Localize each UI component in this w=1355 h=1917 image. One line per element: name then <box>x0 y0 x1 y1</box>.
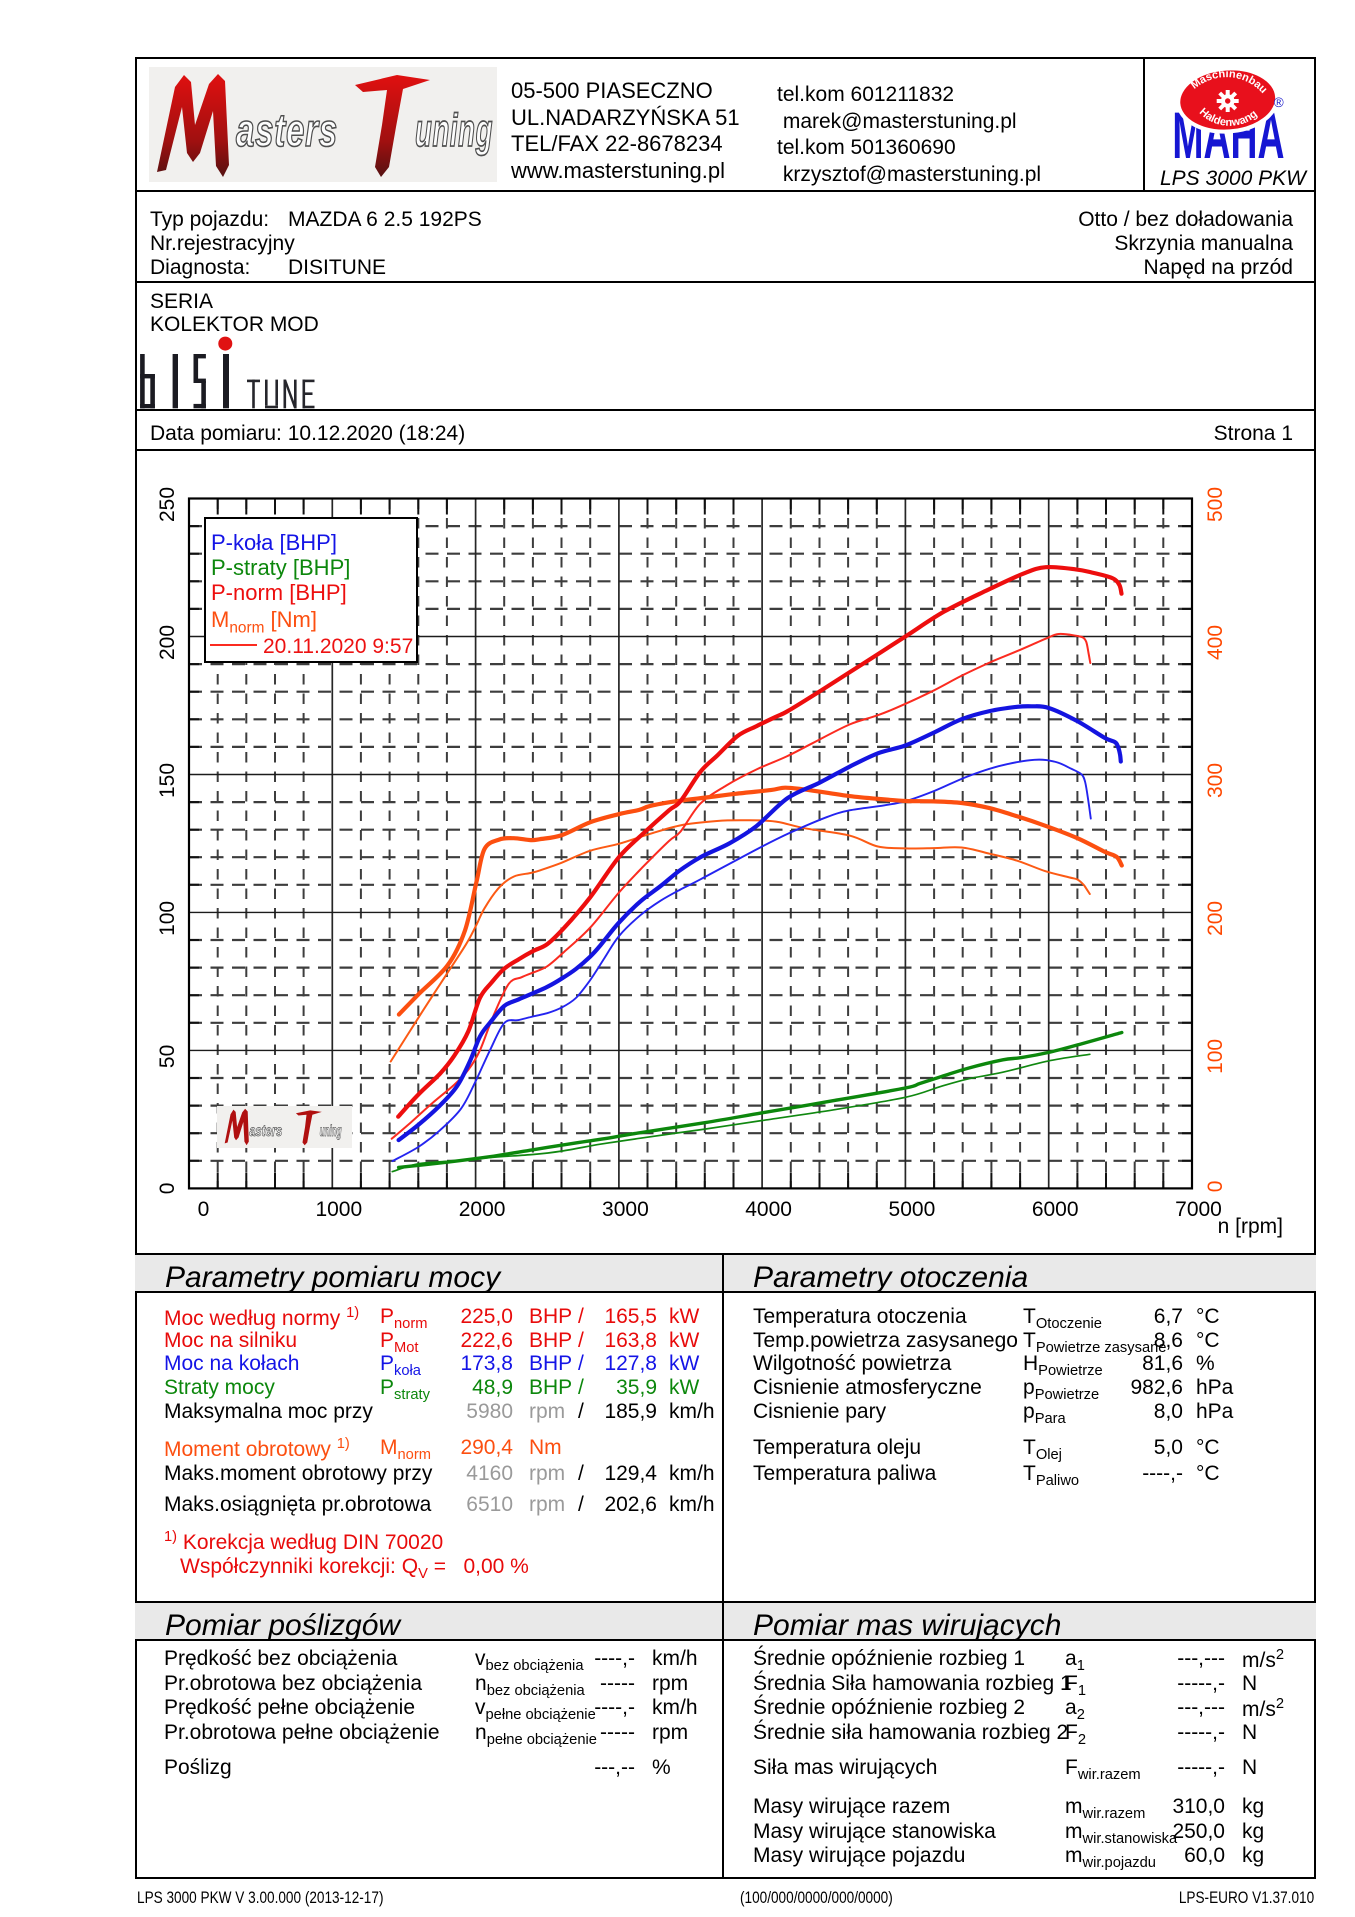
svg-text:7000: 7000 <box>1175 1198 1222 1221</box>
svg-text:6000: 6000 <box>1032 1198 1079 1221</box>
svg-text:100: 100 <box>156 901 179 936</box>
svg-text:50: 50 <box>156 1045 179 1068</box>
svg-text:4000: 4000 <box>745 1198 792 1221</box>
svg-text:500: 500 <box>1204 487 1227 522</box>
svg-text:asters: asters <box>236 106 338 156</box>
svg-text:200: 200 <box>1204 901 1227 936</box>
svg-text:200: 200 <box>156 625 179 660</box>
svg-text:n [rpm]: n [rpm] <box>1218 1215 1283 1238</box>
svg-text:250: 250 <box>156 487 179 522</box>
svg-text:400: 400 <box>1204 625 1227 660</box>
svg-text:0: 0 <box>1204 1181 1227 1193</box>
svg-text:300: 300 <box>1204 763 1227 798</box>
svg-text:uning: uning <box>415 106 493 157</box>
svg-text:1000: 1000 <box>315 1198 362 1221</box>
svg-text:uning: uning <box>320 1122 342 1140</box>
svg-text:5000: 5000 <box>889 1198 936 1221</box>
svg-text:3000: 3000 <box>602 1198 649 1221</box>
svg-text:0: 0 <box>156 1183 179 1195</box>
svg-text:0: 0 <box>198 1198 210 1221</box>
svg-text:100: 100 <box>1204 1039 1227 1074</box>
svg-text:®: ® <box>1274 95 1284 110</box>
svg-text:asters: asters <box>249 1122 282 1139</box>
svg-text:150: 150 <box>156 763 179 798</box>
svg-text:2000: 2000 <box>459 1198 506 1221</box>
